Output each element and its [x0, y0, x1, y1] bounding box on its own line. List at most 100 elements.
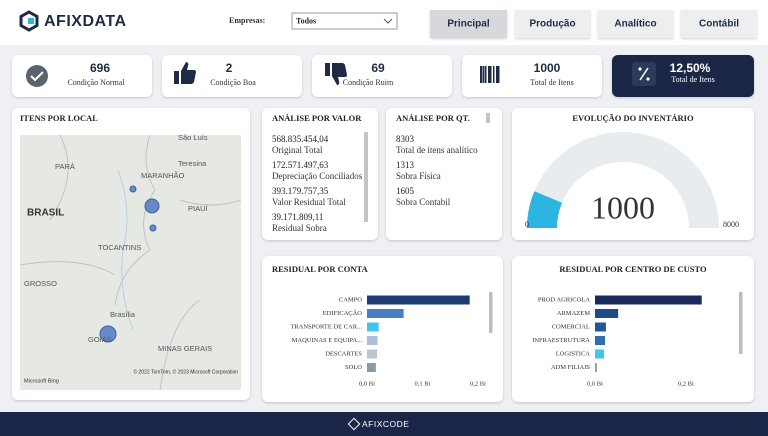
metric-value: 393.179.757,35 — [272, 186, 329, 196]
scrollbar[interactable] — [364, 132, 368, 222]
metric-label: Sobra Física — [396, 171, 441, 181]
metric-value: 568.835.454,04 — [272, 134, 329, 144]
kpi-value: 2 — [226, 61, 233, 75]
category-label: CAMPO — [339, 296, 362, 303]
gauge-fill — [527, 191, 563, 228]
category-label: SOLO — [345, 364, 362, 371]
filter-label: Empresas: — [229, 16, 265, 25]
map-brand: Microsoft Bing — [24, 378, 59, 384]
map-place-label: Brasília — [110, 310, 136, 319]
category-label: INFRAESTRUTURA — [532, 337, 590, 344]
map-place-label: MARANHÃO — [141, 171, 185, 180]
tab[interactable] — [598, 10, 673, 38]
gauge-min: 0 — [525, 220, 529, 229]
map-bubble[interactable] — [144, 198, 160, 214]
map-place-label: PIAUÍ — [188, 204, 209, 213]
kpi-icon — [325, 63, 347, 85]
map-place-label: GOIÁS — [88, 335, 112, 344]
scrollbar[interactable] — [739, 292, 743, 354]
bar[interactable] — [367, 336, 378, 345]
metric-label: Residual Sobra — [272, 223, 327, 233]
kpi-icon — [646, 77, 650, 81]
analysis-card — [386, 108, 502, 240]
map-bubble[interactable] — [129, 185, 137, 193]
bar[interactable] — [595, 363, 597, 372]
metric-value: 1605 — [396, 186, 415, 196]
metric-value: 172.571.497,63 — [272, 160, 329, 170]
metric-value: 8303 — [396, 134, 415, 144]
chart-title: RESIDUAL POR CENTRO DE CUSTO — [559, 264, 707, 274]
metric-label: Depreciação Conciliados — [272, 171, 363, 181]
kpi-icon — [639, 67, 649, 81]
footer-icon — [347, 417, 361, 431]
chart-card — [262, 256, 503, 402]
kpi-label: Total de Itens — [671, 75, 714, 84]
gauge-track — [527, 132, 719, 228]
bar[interactable] — [367, 309, 404, 318]
kpi-value: 69 — [371, 61, 385, 75]
footer-brand: AFIXCODE — [362, 419, 409, 429]
bar[interactable] — [595, 295, 702, 305]
map-place-label: TOCANTINS — [98, 243, 141, 252]
scrollbar[interactable] — [486, 113, 490, 123]
kpi-icon — [493, 66, 495, 83]
category-label: PROD AGRICOLA — [538, 296, 590, 303]
kpi-label: Condição Ruim — [343, 78, 394, 87]
kpi-icon — [496, 66, 499, 83]
bar[interactable] — [595, 309, 619, 318]
tab[interactable] — [430, 10, 507, 38]
logo-text: AFIXDATA — [44, 13, 127, 30]
kpi-value: 1000 — [534, 61, 561, 75]
kpi-icon — [26, 65, 48, 87]
kpi-icon — [483, 66, 485, 83]
map-place-label: São Luís — [178, 133, 208, 142]
tab-label: Produção — [529, 19, 575, 30]
metric-label: Original Total — [272, 145, 323, 155]
tab[interactable] — [681, 10, 757, 38]
bar[interactable] — [595, 349, 605, 359]
bar[interactable] — [367, 349, 377, 359]
kpi-icon — [490, 66, 492, 83]
kpi-label: Total de Itens — [530, 78, 573, 87]
metric-value: 1313 — [396, 160, 415, 170]
bar[interactable] — [367, 322, 379, 332]
chart-title: EVOLUÇÃO DO INVENTÁRIO — [572, 113, 694, 123]
metric-label: Total de itens analítico — [396, 145, 478, 155]
gauge-value: 1000 — [591, 189, 655, 225]
metric-label: Sobra Contabil — [396, 197, 451, 207]
bar[interactable] — [595, 322, 606, 332]
x-tick-label: 0,2 Bi — [470, 380, 486, 387]
kpi-icon — [480, 66, 483, 83]
logo-accent — [28, 18, 34, 24]
bar[interactable] — [367, 295, 470, 305]
bar[interactable] — [595, 336, 605, 345]
kpi-icon — [30, 71, 44, 82]
map-bubble[interactable] — [99, 325, 117, 343]
category-label: MAQUINAS E EQUIPA... — [292, 337, 363, 344]
map-place-label: MINAS GERAIS — [158, 344, 212, 353]
dropdown-arrow — [383, 18, 393, 24]
bar[interactable] — [367, 363, 376, 372]
tab[interactable] — [515, 10, 590, 38]
filter-value: Todos — [296, 16, 316, 25]
category-label: TRANSPORTE DE CAR... — [290, 323, 362, 330]
metric-label: Valor Residual Total — [272, 197, 346, 207]
chart-card — [512, 256, 754, 402]
filter-dropdown[interactable] — [291, 12, 398, 30]
kpi-card — [162, 55, 302, 97]
category-label: DESCARTES — [325, 350, 362, 357]
map-attribution: © 2022 TomTom, © 2023 Microsoft Corporat… — [133, 368, 238, 375]
map-border — [19, 134, 242, 391]
kpi-label: Condição Boa — [210, 78, 256, 87]
x-tick-label: 0,0 Bi — [587, 380, 603, 387]
scrollbar[interactable] — [489, 292, 493, 333]
map-background — [20, 135, 241, 390]
panel-title: ANÁLISE POR VALOR — [272, 113, 362, 123]
kpi-value: 12,50% — [670, 61, 711, 75]
map-bubble[interactable] — [149, 224, 157, 232]
metric-value: 39.171.809,11 — [272, 212, 323, 222]
tab-label: Principal — [447, 19, 489, 30]
panel-title: ITENS POR LOCAL — [20, 113, 98, 123]
